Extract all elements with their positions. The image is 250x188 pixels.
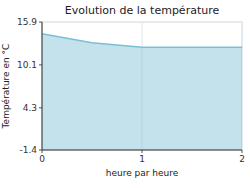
tick-label: -1.4	[19, 145, 37, 155]
grid-line	[42, 22, 43, 150]
tick-label: 2	[239, 154, 245, 164]
tick-label: 10.1	[17, 60, 37, 70]
tick-label: 15.9	[17, 17, 37, 27]
tick-label: 4.3	[23, 103, 37, 113]
x-axis	[42, 150, 242, 151]
title: Evolution de la température	[65, 4, 220, 17]
plot-frame	[42, 22, 242, 150]
y-axis-label: Température en °C	[1, 44, 11, 130]
chart: 0 1 2 -1.4 4.3 10.1 15.9 Evolution de la tempér…	[0, 0, 250, 188]
tick-label: 1	[139, 154, 145, 164]
y-axis	[42, 22, 43, 150]
chart-container: 0 1 2 -1.4 4.3 10.1 15.9 Evolution de la tempér…	[0, 0, 250, 188]
tick-label: 0	[39, 154, 45, 164]
line	[42, 34, 242, 47]
area	[42, 34, 242, 150]
x-axis-label: heure par heure	[106, 168, 179, 178]
plot-area	[42, 34, 242, 150]
